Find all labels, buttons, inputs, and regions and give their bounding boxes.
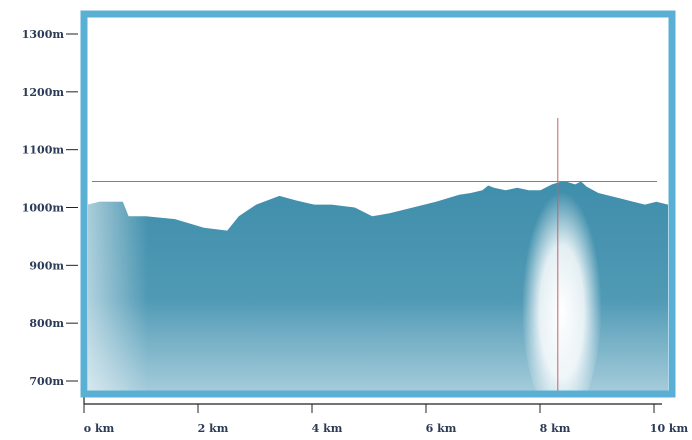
y-tick-label: 700m	[29, 375, 64, 388]
x-tick-label: 4 km	[312, 422, 343, 435]
y-axis-ticks: 700m 800m 900m 1000m 1100m 1200m 1300m	[22, 28, 78, 388]
y-tick-label: 1000m	[22, 202, 65, 215]
x-tick-label: 8 km	[540, 422, 571, 435]
x-tick-label: 6 km	[426, 422, 457, 435]
y-tick-label: 1300m	[22, 28, 65, 41]
y-tick-label: 800m	[29, 317, 64, 330]
x-tick-label: o km	[84, 422, 115, 435]
y-tick-label: 900m	[29, 259, 64, 272]
x-tick-label: 10 km	[650, 422, 689, 435]
chart-frame	[80, 10, 676, 398]
y-tick-label: 1100m	[22, 144, 65, 157]
crosshair-highlight	[521, 180, 602, 394]
x-axis-ticks: o km 2 km 4 km 6 km 8 km 10 km	[83, 404, 689, 435]
elevation-area	[88, 180, 668, 394]
x-tick-label: 2 km	[198, 422, 229, 435]
y-tick-label: 1200m	[22, 86, 65, 99]
